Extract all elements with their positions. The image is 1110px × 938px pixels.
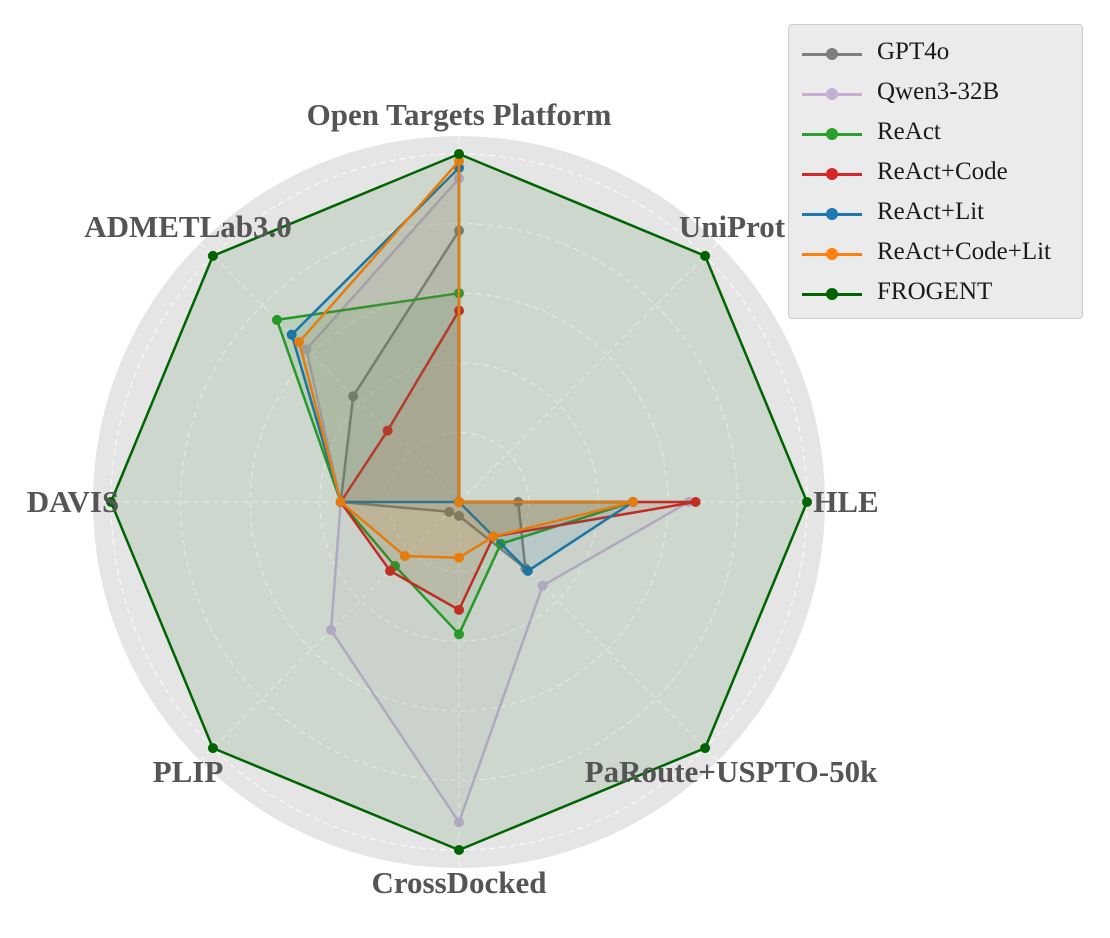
series-point — [454, 845, 464, 855]
series-fill — [340, 310, 696, 610]
legend: GPT4o Qwen3-32B ReAct ReAct+Code ReAct+Lit Re… — [788, 24, 1083, 319]
axis-label: ADMETLab3.0 — [84, 209, 292, 244]
series-point — [335, 497, 346, 507]
axis-label: HLE — [813, 484, 878, 519]
legend-marker — [826, 248, 838, 260]
spoke-2 — [458, 243, 718, 503]
series-ReAct+Code+Lit — [294, 155, 638, 563]
legend-item: ReAct — [789, 115, 1082, 155]
series-point — [454, 510, 464, 521]
series-point — [700, 743, 711, 754]
series-fill — [111, 154, 807, 850]
legend-label: GPT4o — [877, 38, 950, 65]
legend-marker — [826, 48, 838, 60]
legend-marker — [826, 128, 838, 140]
series-point — [271, 314, 282, 325]
series-point — [454, 629, 464, 640]
spoke-8 — [200, 243, 460, 503]
legend-label: ReAct+Code+Lit — [877, 238, 1051, 265]
series-fill — [340, 230, 526, 569]
legend-item: Qwen3-32B — [789, 75, 1082, 115]
legend-label: ReAct+Lit — [877, 198, 985, 225]
series-fill — [276, 293, 633, 635]
legend-label: ReAct — [877, 118, 941, 145]
series-point — [106, 497, 116, 507]
legend-item: ReAct+Code+Lit — [789, 235, 1082, 275]
axis-label: UniProt — [679, 209, 786, 244]
series-point — [454, 497, 464, 507]
series-point — [488, 531, 499, 542]
axis-label: Open Targets Platform — [307, 97, 612, 132]
legend-marker — [826, 208, 838, 220]
series-point — [207, 743, 218, 754]
series-point — [628, 497, 638, 507]
series-point — [454, 149, 464, 159]
series-point — [537, 580, 548, 591]
series-fill — [306, 178, 689, 823]
legend-label: FROGENT — [877, 278, 993, 305]
legend-item: GPT4o — [789, 35, 1082, 75]
legend-label: ReAct+Code — [877, 158, 1008, 185]
series-point — [454, 817, 464, 828]
axis-label: PaRoute+USPTO-50k — [585, 754, 878, 789]
series-point — [454, 604, 464, 615]
axis-label: DAVIS — [27, 484, 119, 519]
legend-item: FROGENT — [789, 275, 1082, 315]
series-point — [522, 565, 533, 576]
series-fill — [291, 167, 633, 571]
series-point — [348, 391, 359, 402]
series-FROGENT — [106, 149, 812, 855]
series-point — [301, 344, 312, 355]
legend-item: ReAct+Lit — [789, 195, 1082, 235]
series-point — [294, 337, 305, 348]
chart-series — [106, 149, 812, 855]
legend-label: Qwen3-32B — [877, 78, 1000, 105]
series-point — [207, 250, 218, 261]
legend-item: ReAct+Code — [789, 155, 1082, 195]
series-point — [454, 155, 464, 166]
series-fill — [299, 161, 633, 558]
series-point — [326, 624, 337, 635]
series-point — [286, 329, 297, 340]
axis-labels: Open Targets Platform UniProt HLE PaRoute+U… — [27, 97, 879, 900]
series-point — [802, 497, 812, 507]
series-point — [444, 506, 455, 517]
series-point — [385, 565, 396, 576]
axis-label: CrossDocked — [371, 865, 546, 900]
series-point — [454, 552, 464, 563]
series-point — [690, 497, 701, 507]
series-point — [399, 551, 410, 562]
series-point — [382, 425, 393, 436]
legend-marker — [826, 168, 838, 180]
legend-marker — [826, 288, 838, 300]
axis-label: PLIP — [153, 754, 224, 789]
legend-marker — [826, 88, 838, 100]
series-point — [700, 250, 711, 261]
